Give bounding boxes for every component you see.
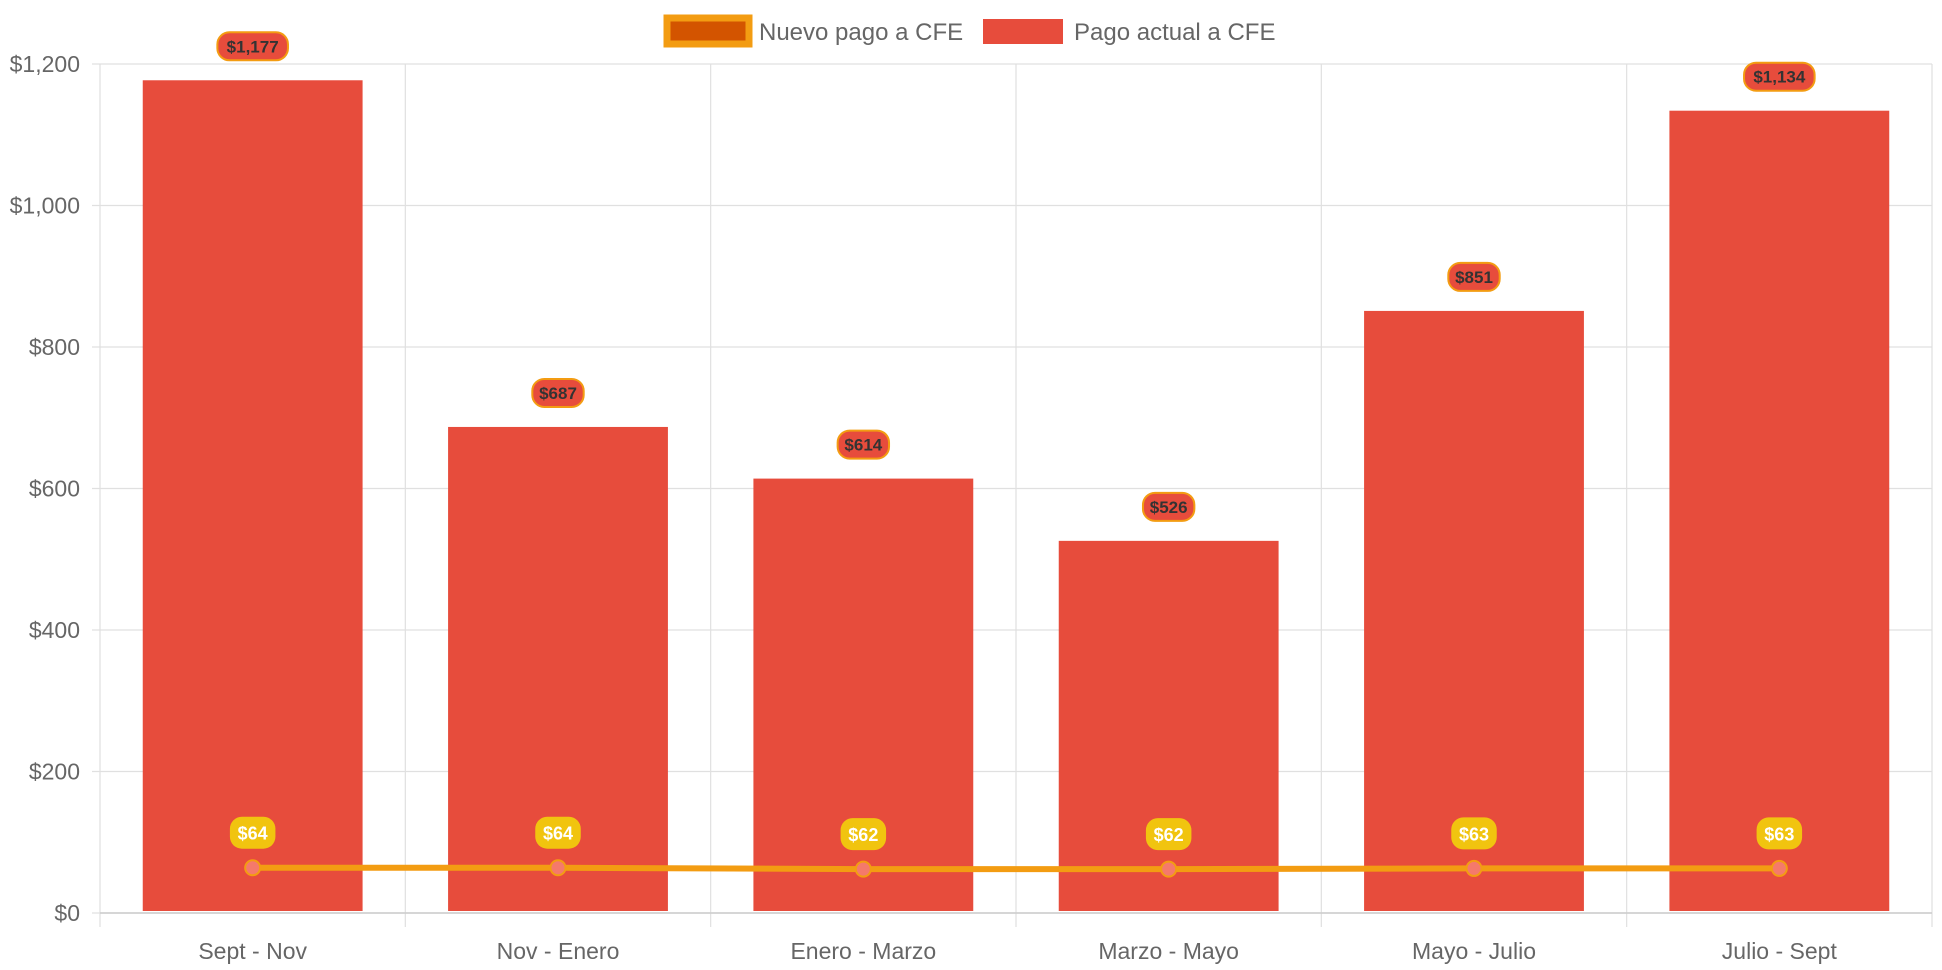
bar-data-label: $1,177 <box>227 37 279 56</box>
line-point <box>1770 859 1788 877</box>
grid <box>92 63 1933 927</box>
line-data-label: $62 <box>848 825 878 845</box>
axes: $0 $200 $400 $600 $800 $1,000 $1,200 Sept - Nov… <box>10 51 1932 964</box>
bar-data-label-bg <box>531 377 585 408</box>
line-point <box>549 859 567 877</box>
line-point <box>1160 860 1178 878</box>
bar-data-label-bg <box>1447 261 1501 292</box>
legend[interactable]: Nuevo pago a CFE Pago actual a CFE <box>663 14 1275 48</box>
bar <box>1669 110 1890 911</box>
line-point <box>1465 859 1483 877</box>
y-tick-label: $400 <box>29 617 80 643</box>
y-tick-label: $200 <box>29 759 80 785</box>
bar-data-label: $687 <box>539 384 577 403</box>
line-data-label: $64 <box>543 824 573 844</box>
legend-label-nuevo-pago: Nuevo pago a CFE <box>759 19 963 46</box>
x-tick-label: Julio - Sept <box>1722 938 1838 964</box>
legend-item-nuevo-pago[interactable]: Nuevo pago a CFE <box>663 14 963 48</box>
data-labels: $1,177 $687 $614 $526 $851 $1,134 $64 $64 $62 $62… <box>216 31 1816 851</box>
bar-data-label-bg <box>836 429 891 460</box>
line-data-label-bg <box>840 818 887 851</box>
line-data-label-bg <box>229 816 276 849</box>
bar-data-label-bg <box>1743 61 1816 92</box>
bar-data-label: $851 <box>1455 268 1493 287</box>
line-data-label: $64 <box>238 824 268 844</box>
line-data-label: $63 <box>1459 824 1489 844</box>
x-tick-label: Enero - Marzo <box>790 938 936 964</box>
bar-data-label: $614 <box>844 436 882 455</box>
legend-label-pago-actual: Pago actual a CFE <box>1074 19 1275 46</box>
line-point <box>244 859 262 877</box>
line-data-label-bg <box>1756 817 1803 850</box>
y-tick-label: $0 <box>54 900 80 926</box>
bar <box>1364 310 1584 912</box>
bar-data-label-bg <box>216 31 289 62</box>
line-path <box>252 864 1780 873</box>
bar-data-label: $1,134 <box>1753 68 1806 87</box>
x-tick-label: Marzo - Mayo <box>1098 938 1239 964</box>
x-tick-label: Sept - Nov <box>198 938 307 964</box>
line-data-label-bg <box>535 816 581 849</box>
legend-swatch-pago-actual <box>983 19 1063 44</box>
y-tick-label: $800 <box>29 334 80 360</box>
legend-swatch-nuevo-pago <box>663 14 753 48</box>
bar-data-label: $526 <box>1150 498 1188 517</box>
bar <box>142 80 363 911</box>
y-tick-label: $1,200 <box>10 51 80 77</box>
line-data-label: $63 <box>1764 824 1794 844</box>
line-data-label-bg <box>1451 817 1497 850</box>
line-data-label: $62 <box>1154 825 1184 845</box>
x-tick-label: Mayo - Julio <box>1412 938 1536 964</box>
y-tick-label: $1,000 <box>10 193 80 219</box>
legend-item-pago-actual[interactable]: Pago actual a CFE <box>983 19 1275 46</box>
y-tick-label: $600 <box>29 476 80 502</box>
bar-data-label-bg <box>1141 491 1196 522</box>
line-data-label-bg <box>1145 818 1192 851</box>
line-point <box>854 860 872 878</box>
line-series <box>244 859 1788 878</box>
x-tick-label: Nov - Enero <box>497 938 620 964</box>
bar <box>1058 540 1279 911</box>
